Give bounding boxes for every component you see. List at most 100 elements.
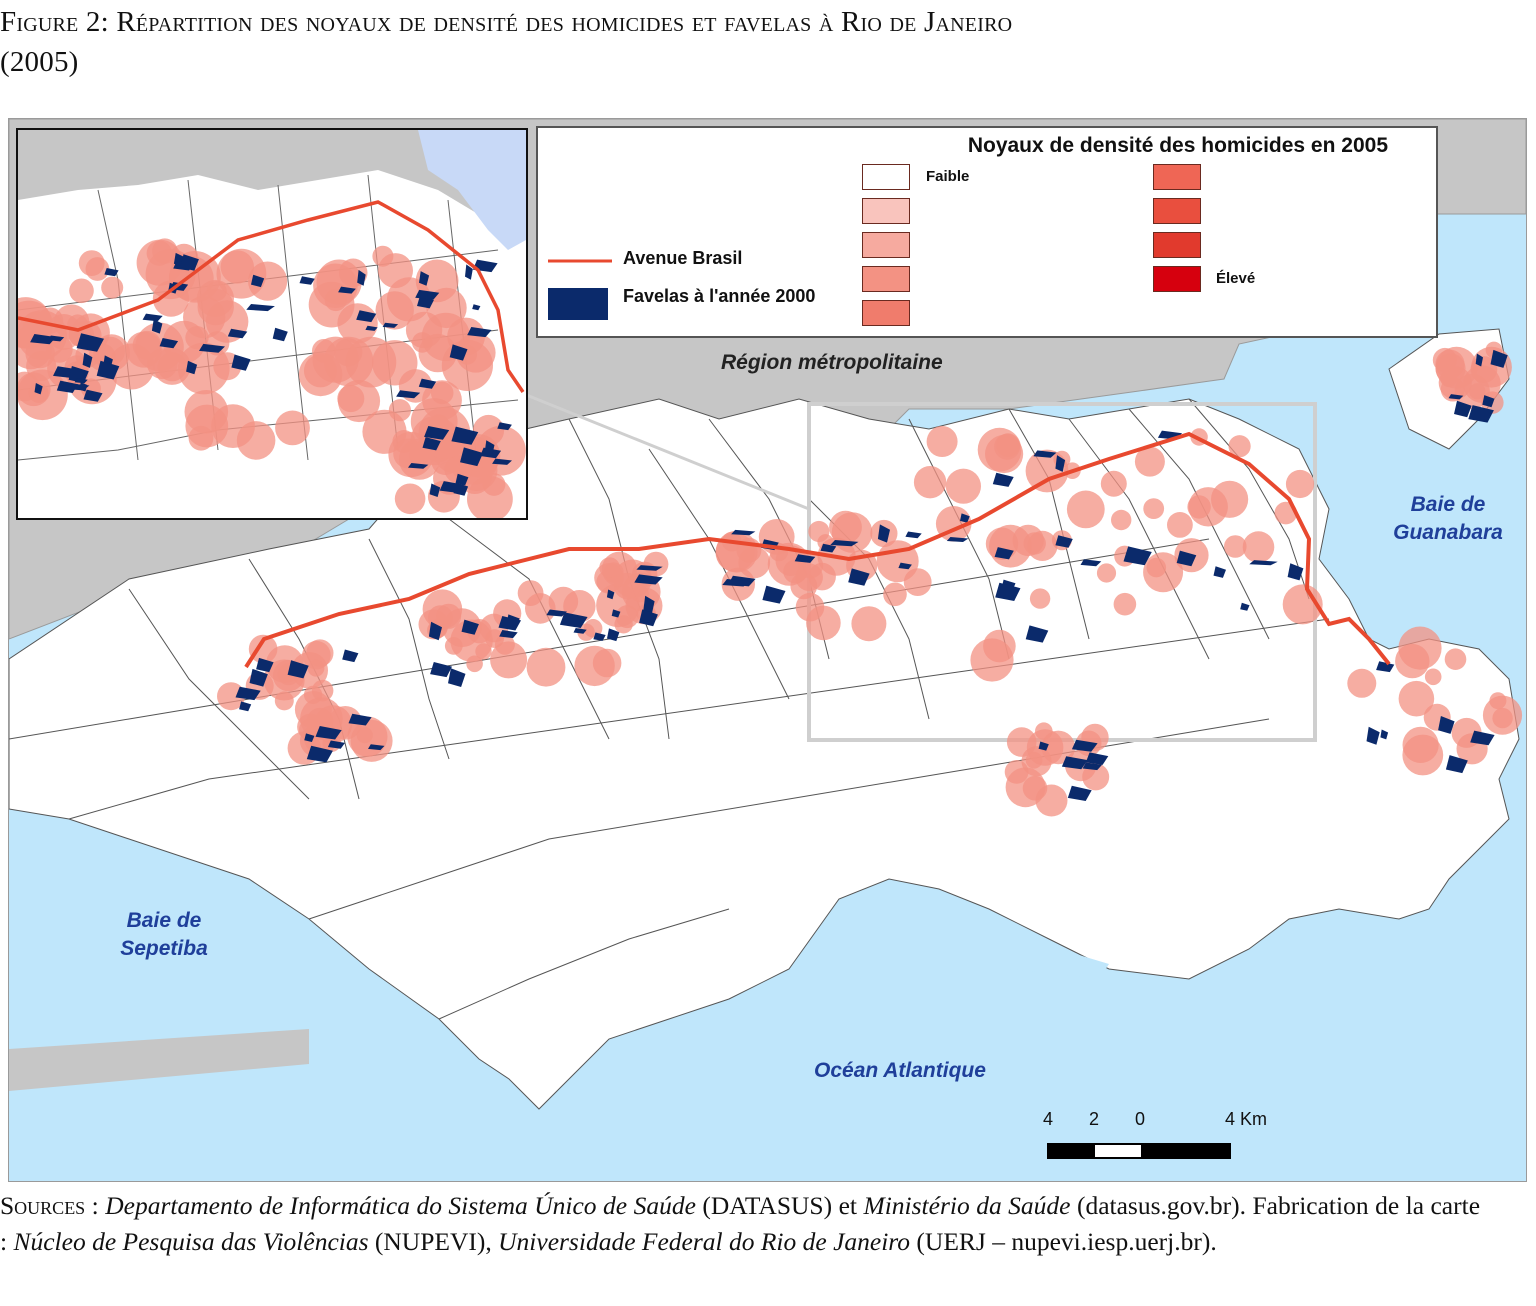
favela-patch-74 <box>606 589 615 600</box>
favela-patch-56 <box>342 649 359 663</box>
density-blob-5 <box>1029 588 1051 609</box>
inset-favela-patch-44 <box>30 334 57 345</box>
favela-patch-19 <box>820 543 837 553</box>
favela-patch-69 <box>1482 395 1495 408</box>
favela-patch-37 <box>794 554 816 563</box>
inset-density-blob-126 <box>472 414 505 447</box>
density-blob-67 <box>1424 668 1442 686</box>
inset-favela-patch-10 <box>356 310 377 323</box>
density-blob-7 <box>970 638 1014 682</box>
density-blob-27 <box>1100 470 1127 497</box>
favela-patch-1 <box>995 582 1021 601</box>
favela-patch-34 <box>1082 762 1103 771</box>
ocean-label: Océan Atlantique <box>814 1059 986 1082</box>
sources-nupevi-abbr: (NUPEVI), <box>374 1227 492 1256</box>
inset-favela-patch-24 <box>419 271 430 286</box>
favela-patch-6 <box>1176 550 1197 567</box>
inset-density-blob-49 <box>197 288 234 326</box>
region-label: Région métropolitaine <box>721 351 943 374</box>
inset-density-blob-73 <box>441 339 493 391</box>
inset-density-blob-47 <box>147 348 178 380</box>
inset-favela-patch-19 <box>96 360 120 380</box>
favela-patch-40 <box>722 579 751 587</box>
inset-density-blob-58 <box>378 253 413 289</box>
map: Noyaux de densité des homicides en 2005 … <box>8 118 1527 1182</box>
inset-density-blob-50 <box>78 250 105 276</box>
favela-patch-66 <box>1448 394 1464 400</box>
favela-patch-72 <box>643 595 655 615</box>
density-blob-63 <box>1402 726 1439 764</box>
inset-favela-patch-59 <box>492 458 512 465</box>
inset-density-layer <box>18 238 526 518</box>
density-blob-30 <box>913 466 947 499</box>
favela-patch-29 <box>1380 729 1389 740</box>
density-blob-20 <box>1285 469 1315 499</box>
sepetiba-label-line2: Sepetiba <box>120 937 208 960</box>
guanabara-label: Baie de Guanabara <box>1383 491 1513 547</box>
favela-patch-44 <box>573 628 587 634</box>
figure-year: (2005) <box>0 46 79 78</box>
favela-patch-57 <box>256 657 274 673</box>
density-swatch-7 <box>1153 198 1201 224</box>
inset-favelas-layer <box>30 252 512 497</box>
density-blob-134 <box>306 639 334 667</box>
density-blob-68 <box>1489 692 1507 710</box>
inset-density-blob-76 <box>324 288 347 312</box>
favela-patch-18 <box>898 562 912 570</box>
inset-favela-patch-28 <box>338 286 356 294</box>
scale-label-3: 0 <box>1135 1109 1146 1129</box>
density-blob-4 <box>1134 446 1165 477</box>
inset-favela-patch-8 <box>227 328 248 339</box>
favela-patch-8 <box>1249 560 1278 566</box>
favela-patch-50 <box>448 668 466 687</box>
density-blob-107 <box>583 619 603 638</box>
inset-favela-patch-53 <box>408 463 429 469</box>
favela-patch-16 <box>960 513 970 523</box>
inset-favela-patch-43 <box>74 378 88 384</box>
favela-patch-13 <box>1055 535 1073 548</box>
inset-favela-patch-33 <box>357 269 366 286</box>
avenue-legend-symbol <box>548 259 612 263</box>
inset-density-blob-56 <box>375 291 414 330</box>
scale-segment-1 <box>1049 1145 1095 1157</box>
inset-favela-patch-25 <box>449 344 468 361</box>
favela-patch-31 <box>1038 741 1049 751</box>
density-blob-136 <box>307 659 325 677</box>
density-blob-55 <box>851 606 887 642</box>
favela-patch-59 <box>235 686 261 701</box>
favela-patch-65 <box>315 726 342 740</box>
favelas-layer <box>235 349 1508 801</box>
favela-patch-28 <box>1445 755 1468 774</box>
density-blob-54 <box>806 605 841 641</box>
favela-patch-58 <box>287 660 309 679</box>
density-swatch-4 <box>862 266 910 292</box>
inset-favela-patch-23 <box>186 360 198 375</box>
favela-patch-27 <box>1366 726 1380 745</box>
favela-patch-71 <box>1475 353 1483 367</box>
density-high-label: Élevé <box>1216 270 1256 287</box>
inset-favela-patch-39 <box>68 366 89 384</box>
density-blob-48 <box>883 582 907 607</box>
favela-patch-4 <box>992 472 1014 487</box>
inset-favela-patch-52 <box>429 483 441 497</box>
density-blob-0 <box>1096 563 1117 583</box>
guanabara-label-line1: Baie de <box>1410 493 1486 516</box>
favela-patch-25 <box>1376 661 1395 673</box>
density-blob-66 <box>1444 648 1467 670</box>
inset-favela-patch-7 <box>299 276 315 285</box>
favela-patch-75 <box>636 565 663 571</box>
avenue-brasil-line <box>244 431 1391 669</box>
density-blob-167 <box>1435 346 1478 389</box>
caption-separator: : <box>100 6 117 38</box>
favela-patch-61 <box>348 713 372 726</box>
density-swatch-1 <box>862 164 910 190</box>
inset-favela-patch-46 <box>34 383 43 395</box>
inset-favela-patch-55 <box>424 426 450 440</box>
favela-patch-39 <box>762 585 786 604</box>
figure-title: Répartition des noyaux de densité des ho… <box>116 6 1013 38</box>
favela-patch-2 <box>1080 559 1102 567</box>
scale-bar: 4 2 0 4 Km <box>1039 1109 1299 1169</box>
favela-patch-49 <box>461 619 479 635</box>
density-blob-57 <box>1398 680 1435 717</box>
favela-patch-63 <box>306 745 333 763</box>
